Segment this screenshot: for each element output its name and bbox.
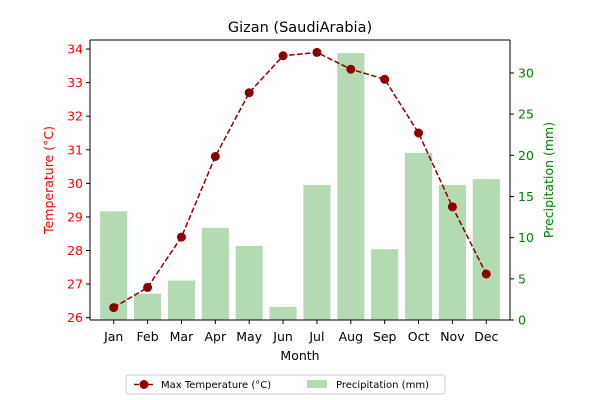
precipitation-bar-feb	[134, 293, 162, 320]
legend-temperature-marker-sample	[139, 380, 149, 389]
temperature-point-apr	[210, 152, 220, 161]
y-left-tick-label: 33	[67, 75, 83, 90]
y-right-tick-label: 30	[518, 65, 534, 80]
temperature-point-may	[244, 88, 254, 98]
y-right-tick-label: 25	[518, 107, 534, 122]
temperature-point-sep	[380, 74, 390, 84]
precipitation-bars	[100, 53, 500, 321]
legend-precipitation-label: Precipitation (mm)	[336, 380, 429, 391]
legend-frame	[125, 374, 446, 395]
x-tick-label: Mar	[170, 329, 194, 344]
y-left-tick-label: 32	[67, 109, 83, 124]
x-tick-label: Nov	[440, 329, 465, 344]
precipitation-bar-sep	[371, 249, 399, 320]
y-left-tick-label: 26	[67, 310, 83, 325]
precipitation-bar-mar	[167, 280, 195, 320]
x-tick-label: Jun	[272, 329, 293, 344]
y-left-tick-label: 27	[67, 277, 83, 292]
temperature-point-jun	[278, 51, 288, 61]
precipitation-bar-aug	[337, 53, 365, 321]
precipitation-bar-jul	[303, 184, 331, 320]
x-tick-label: Sep	[373, 329, 397, 344]
temperature-point-nov	[447, 202, 457, 212]
temperature-point-jul	[312, 47, 322, 57]
temperature-line-path	[113, 51, 487, 309]
x-tick-label: Oct	[408, 329, 430, 344]
y-left-tick-label: 30	[67, 176, 83, 191]
y-left-axis-ticks: 26 27 28 29 30 31 32 33 34	[67, 42, 90, 325]
y-right-tick-label: 5	[518, 271, 526, 286]
y-right-tick-label: 10	[518, 230, 534, 245]
y-right-tick-label: 15	[518, 189, 534, 204]
temperature-point-mar	[176, 232, 186, 242]
x-tick-label: Apr	[205, 329, 227, 344]
y-left-tick-label: 29	[67, 209, 83, 224]
legend: Max Temperature (°C) Precipitation (mm)	[125, 374, 446, 395]
x-tick-label: Jan	[103, 329, 123, 344]
y-right-tick-label: 20	[518, 148, 534, 163]
y-left-tick-label: 28	[67, 243, 83, 258]
temperature-line	[109, 47, 491, 313]
precipitation-bar-dec	[472, 179, 500, 320]
legend-temperature-label: Max Temperature (°C)	[161, 380, 271, 391]
y-right-tick-label: 0	[518, 313, 526, 328]
x-tick-label: Aug	[339, 329, 363, 344]
precipitation-bar-jun	[269, 306, 297, 320]
x-axis-ticks: Jan Feb Mar Apr May Jun Jul Aug Sep Oct Nov Dec	[103, 320, 499, 344]
x-tick-label: Feb	[137, 329, 159, 344]
temperature-point-jan	[109, 303, 119, 313]
legend-precipitation-swatch	[307, 380, 327, 388]
y-left-axis-label: Temperature (°C)	[41, 126, 56, 235]
axes-frame	[89, 39, 511, 321]
temperature-point-feb	[143, 282, 153, 292]
y-right-axis-ticks: 0 5 10 15 20 25 30	[510, 65, 534, 328]
x-tick-label: Dec	[474, 329, 498, 344]
precipitation-bar-oct	[405, 152, 433, 320]
x-axis-label: Month	[280, 348, 319, 363]
x-tick-label: Jul	[308, 329, 324, 344]
y-left-tick-label: 31	[67, 142, 83, 157]
x-tick-label: May	[236, 329, 262, 344]
y-left-tick-label: 34	[67, 42, 83, 57]
y-right-axis-label: Precipitation (mm)	[541, 122, 556, 238]
temperature-point-dec	[481, 269, 491, 279]
chart-title: Gizan (SaudiArabia)	[228, 20, 372, 36]
temperature-point-oct	[414, 128, 424, 138]
precipitation-bar-may	[235, 245, 263, 320]
precipitation-bar-apr	[201, 227, 229, 320]
temperature-point-aug	[346, 64, 356, 74]
